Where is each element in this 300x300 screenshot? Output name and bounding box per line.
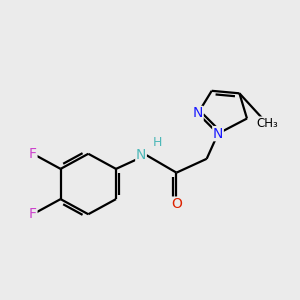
Text: H: H [152,136,162,149]
Text: F: F [29,147,37,161]
Text: F: F [29,207,37,221]
Text: O: O [171,197,182,211]
Text: N: N [136,148,146,162]
Text: CH₃: CH₃ [256,117,278,130]
Text: N: N [213,127,223,141]
Text: N: N [193,106,203,121]
